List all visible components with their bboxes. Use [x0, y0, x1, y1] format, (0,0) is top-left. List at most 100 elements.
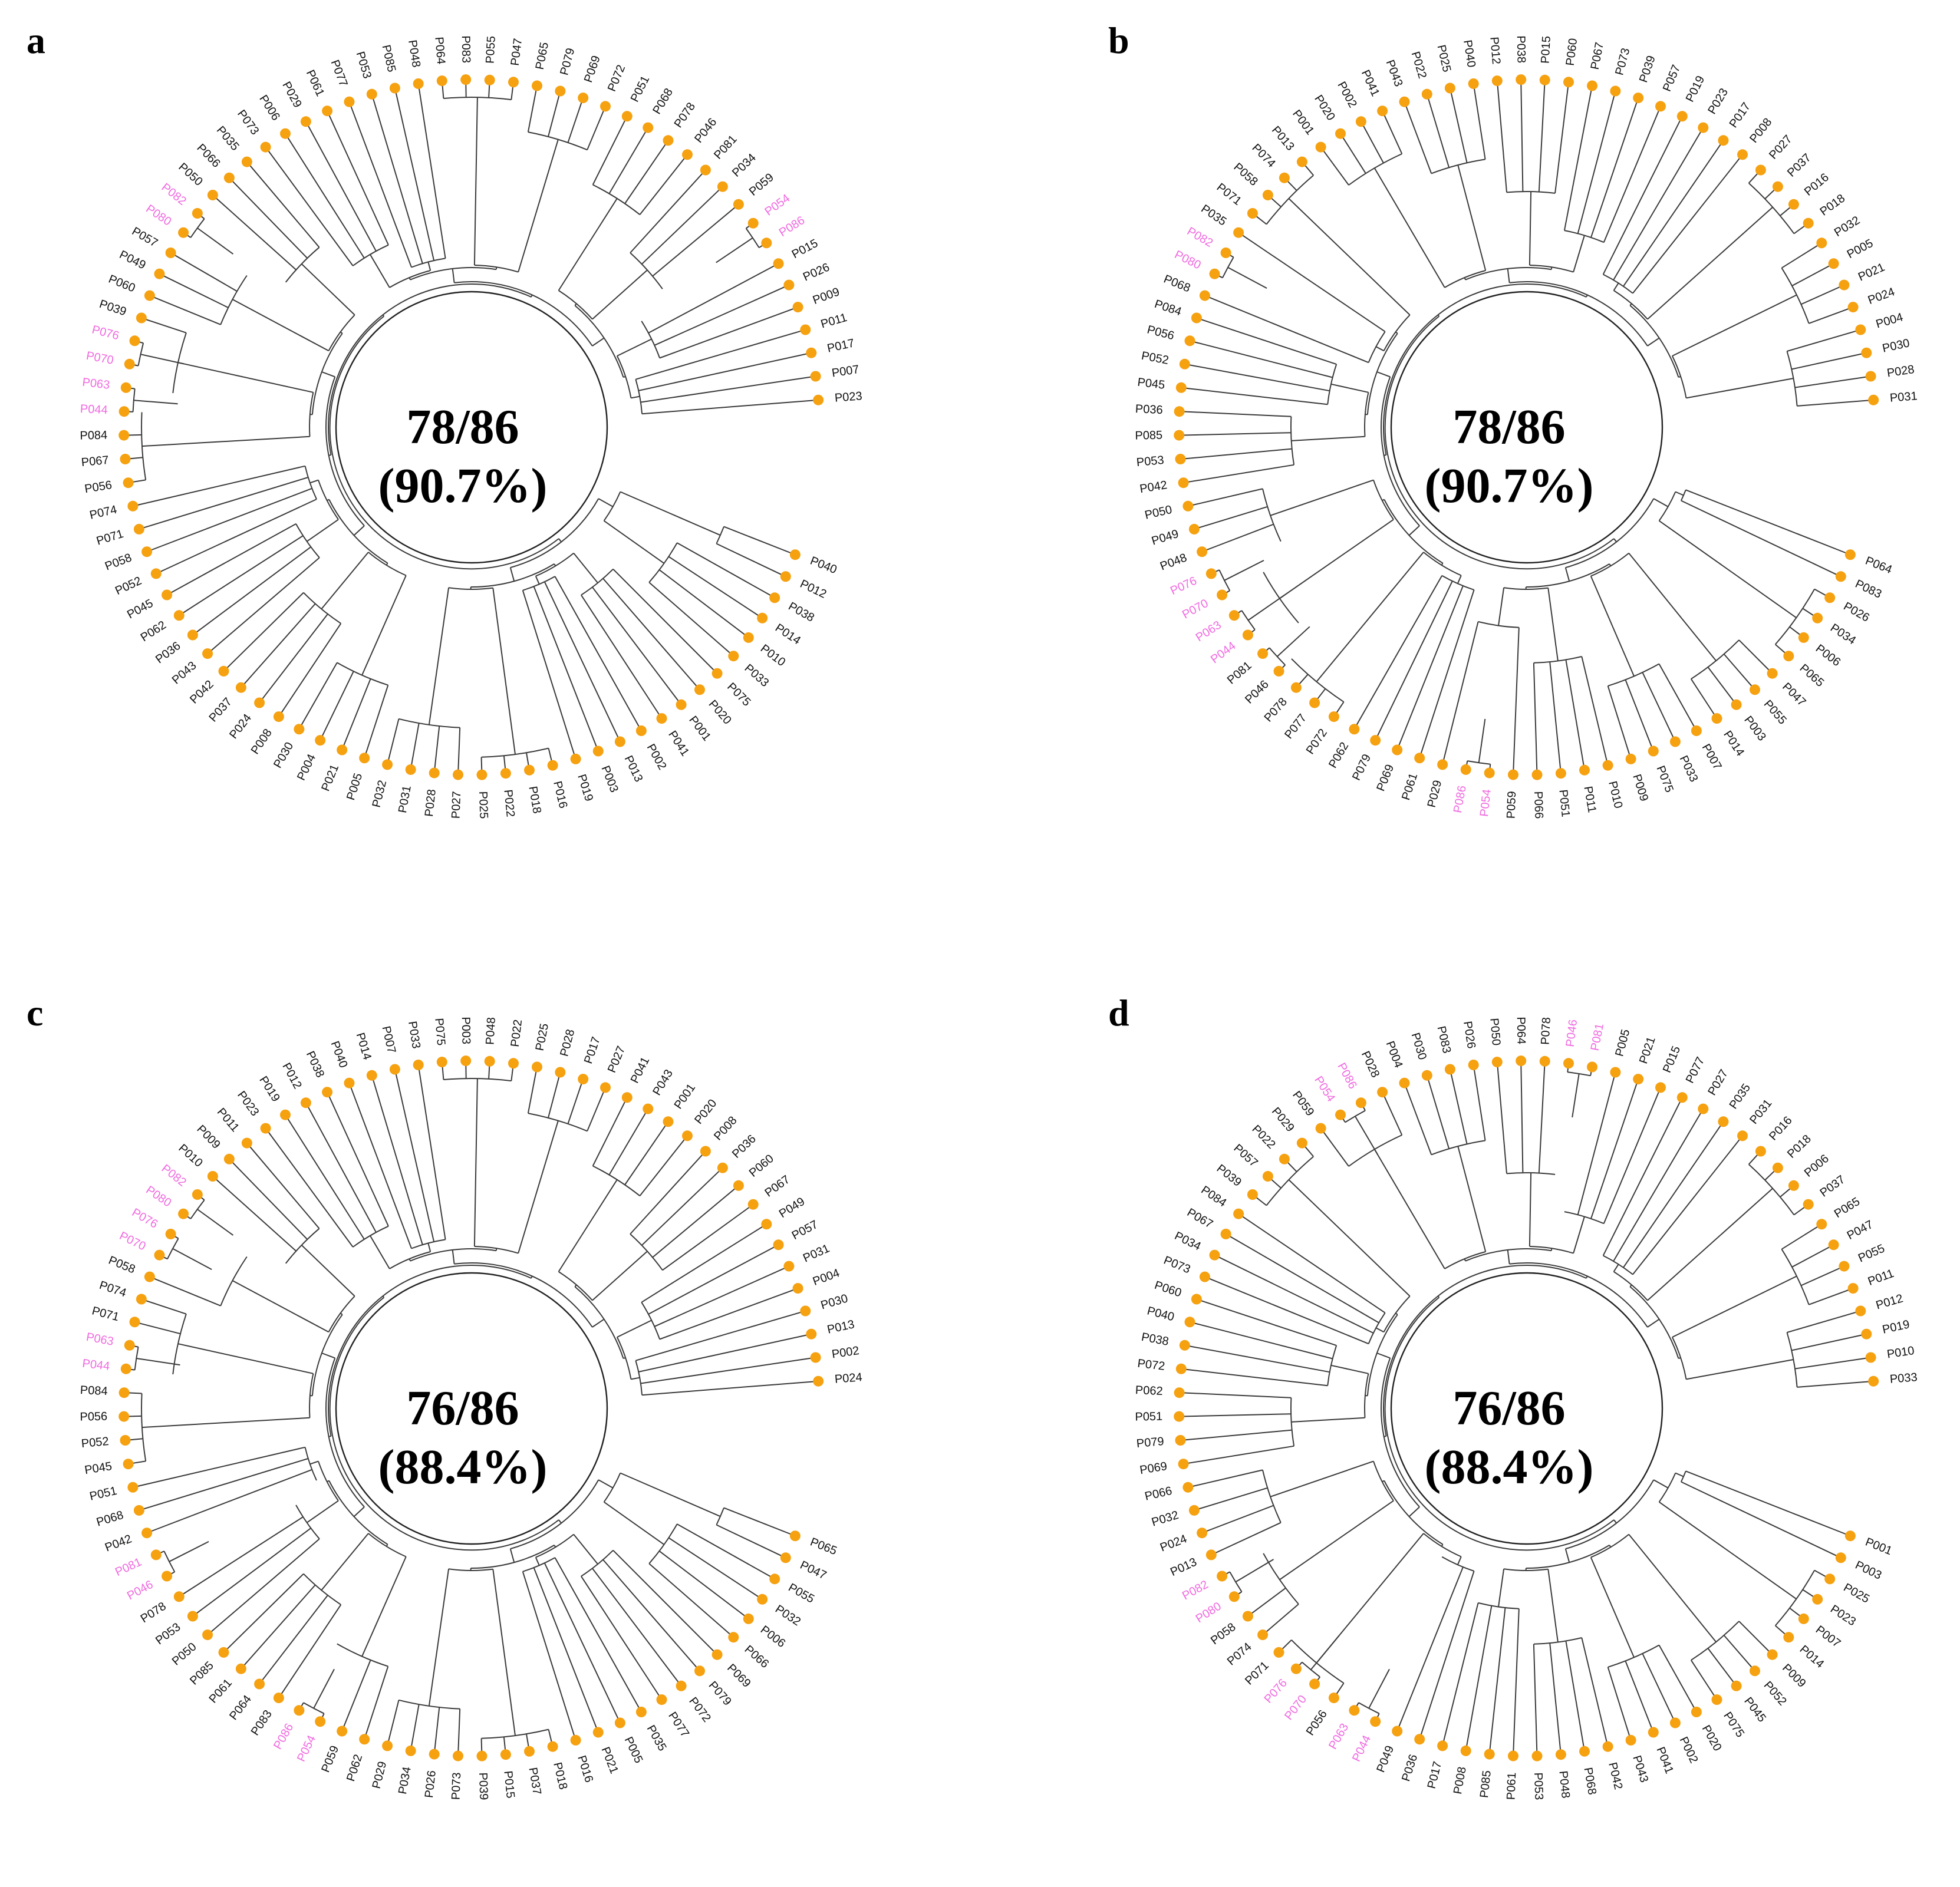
leaf-label: P048: [1158, 551, 1188, 573]
internal-branch: [361, 1556, 407, 1657]
internal-branch: [492, 1569, 516, 1736]
internal-arc: [558, 290, 593, 320]
leaf-dot: [682, 149, 693, 160]
leaf-branch: [248, 164, 320, 248]
panel-a-letter: a: [27, 19, 45, 61]
leaf-branch: [554, 1557, 640, 1710]
internal-branch: [1629, 1284, 1632, 1288]
leaf-label: P049: [1150, 527, 1180, 548]
internal-branch: [340, 331, 343, 334]
leaf-branch: [1254, 1196, 1267, 1206]
leaf-dot: [773, 1239, 784, 1251]
internal-branch: [1408, 1506, 1420, 1517]
leaf-dot: [1824, 1573, 1836, 1585]
internal-branch: [1529, 1173, 1532, 1247]
internal-branch: [531, 1275, 533, 1279]
leaf-label: P027: [449, 791, 463, 819]
leaf-dot: [260, 141, 271, 153]
leaf-label: P075: [1653, 764, 1675, 794]
leaf-dot: [460, 1055, 472, 1067]
leaf-branch: [659, 308, 795, 359]
leaf-branch: [522, 1571, 575, 1737]
internal-branch: [1529, 192, 1532, 266]
internal-branch: [321, 1533, 369, 1591]
leaf-label: P074: [98, 1279, 128, 1300]
leaf-label: P025: [533, 1022, 551, 1052]
leaf-label: P027: [605, 1044, 628, 1075]
leaf-label: P005: [622, 1735, 645, 1766]
leaf-branch: [1603, 109, 1660, 243]
leaf-label: P045: [84, 1460, 113, 1477]
leaf-branch: [280, 623, 342, 714]
internal-branch: [1507, 1249, 1510, 1264]
leaf-label: P029: [1269, 1105, 1297, 1134]
leaf-dot: [136, 1294, 147, 1305]
internal-branch: [1498, 588, 1505, 626]
leaf-branch: [1538, 1064, 1546, 1173]
leaf-label: P008: [249, 727, 275, 757]
leaf-label: P017: [1425, 1760, 1445, 1790]
leaf-label: P083: [1434, 1025, 1453, 1054]
leaf-label: P045: [1741, 1695, 1768, 1725]
leaf-label: P055: [1761, 698, 1789, 727]
leaf-dot: [413, 78, 424, 89]
leaf-dot: [218, 665, 229, 677]
internal-branch: [370, 1235, 390, 1269]
panel-a-percent: (90.7%): [378, 458, 548, 513]
leaf-branch: [503, 756, 506, 770]
leaf-branch: [182, 535, 304, 614]
leaf-branch: [1581, 1637, 1608, 1744]
leaf-branch: [1187, 1445, 1294, 1464]
internal-branch: [452, 1249, 455, 1264]
leaf-dot: [1242, 1611, 1253, 1622]
leaf-label: P035: [644, 1723, 669, 1754]
leaf-dot: [1392, 1726, 1403, 1737]
leaf-branch: [1335, 1683, 1345, 1695]
leaf-dot: [154, 268, 165, 279]
leaf-branch: [526, 753, 529, 767]
leaf-label: P031: [1889, 390, 1918, 405]
leaf-dot: [413, 1060, 424, 1070]
leaf-dot: [643, 1103, 654, 1114]
leaf-label: P038: [1514, 35, 1528, 63]
leaf-label: P042: [187, 678, 216, 706]
internal-branch: [1383, 1436, 1386, 1437]
internal-branch: [328, 454, 331, 456]
leaf-branch: [328, 114, 389, 246]
leaf-label: P009: [811, 285, 841, 307]
leaf-branch: [630, 172, 704, 253]
internal-branch: [1279, 1500, 1394, 1581]
internal-branch: [1613, 1519, 1617, 1524]
internal-branch: [321, 552, 369, 610]
leaf-dot: [1399, 1077, 1410, 1088]
leaf-dot: [162, 589, 173, 601]
leaf-branch: [592, 1100, 626, 1166]
leaf-label: P052: [1761, 1679, 1789, 1708]
leaf-branch: [286, 1117, 365, 1240]
leaf-branch: [1625, 1661, 1653, 1730]
leaf-label: P084: [80, 429, 107, 443]
leaf-dot: [124, 1340, 135, 1351]
leaf-dot: [783, 279, 795, 291]
leaf-label: P041: [666, 728, 691, 758]
leaf-label: P029: [1425, 779, 1445, 809]
panel-c: c P024P002P013P030P004P031P057P049P067P0…: [27, 992, 862, 1800]
internal-branch: [1647, 1318, 1660, 1328]
leaf-label: P035: [1198, 202, 1228, 228]
leaf-branch: [1565, 1641, 1585, 1749]
leaf-label: P028: [1359, 1049, 1382, 1080]
leaf-label: P029: [279, 80, 304, 110]
internal-branch: [574, 1284, 577, 1288]
leaf-branch: [1191, 488, 1263, 506]
leaf-branch: [1193, 1322, 1333, 1360]
leaf-label: P038: [786, 600, 817, 625]
internal-branch: [1279, 519, 1394, 599]
leaf-branch: [1642, 672, 1675, 739]
leaf-branch: [1632, 157, 1741, 294]
internal-branch: [1288, 1179, 1411, 1297]
leaf-label: P085: [379, 44, 398, 73]
internal-branch: [1270, 479, 1374, 516]
leaf-dot: [524, 764, 535, 776]
pair-stem: [1478, 718, 1486, 763]
leaf-branch: [635, 1311, 802, 1361]
